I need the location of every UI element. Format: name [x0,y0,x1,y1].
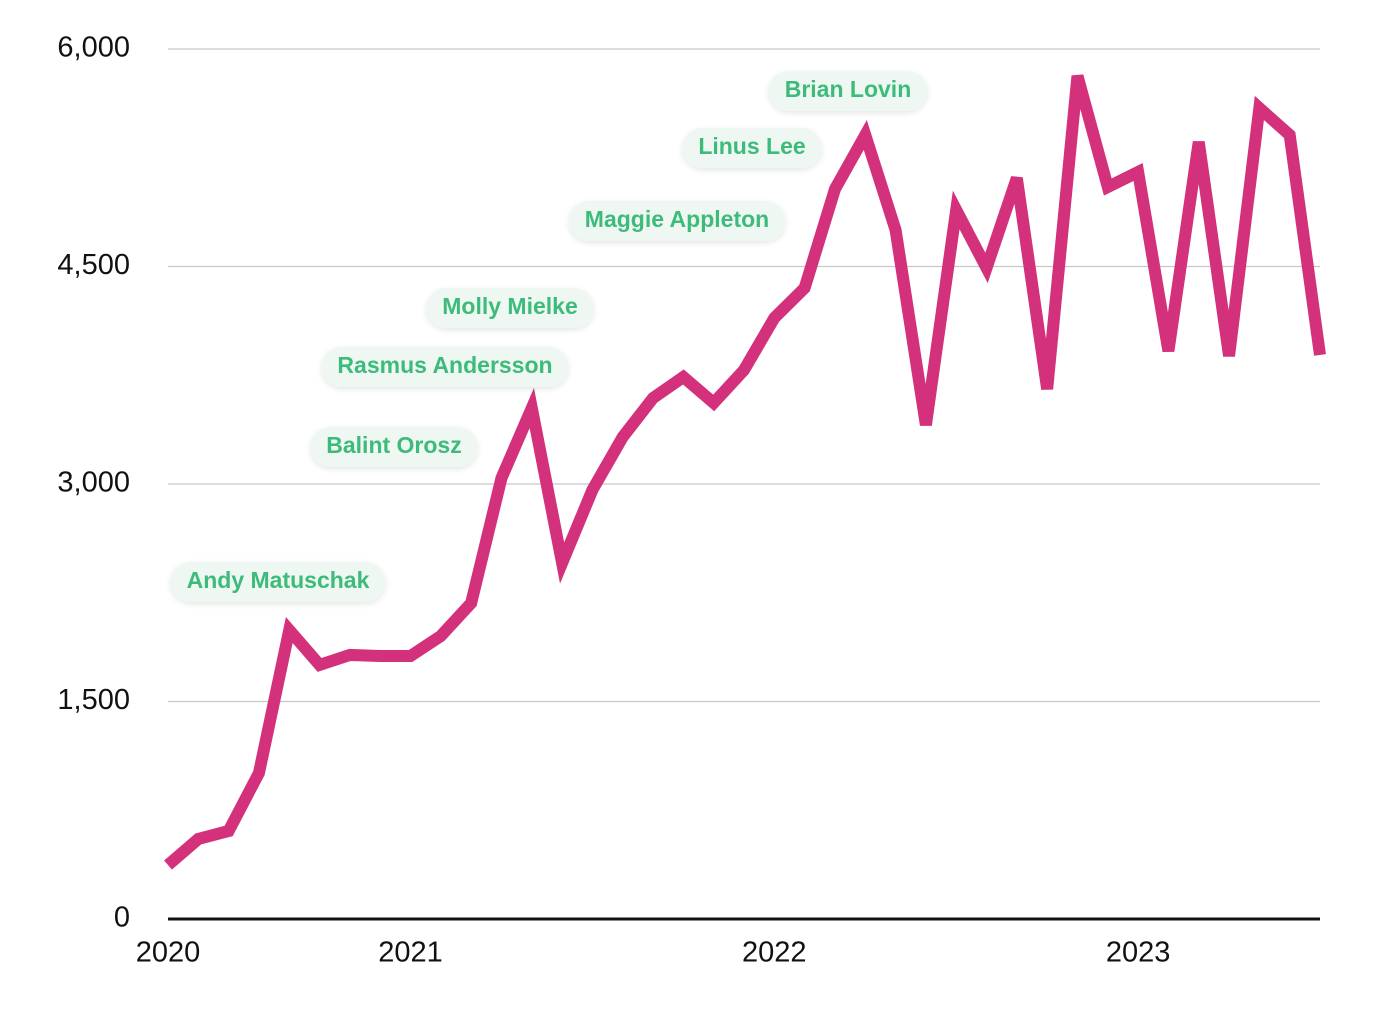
annotation-pill [310,427,478,467]
annotation-pill [321,347,569,387]
annotation-pill [426,288,594,328]
x-tick-label: 2023 [1106,937,1171,969]
annotation: Andy Matuschak [187,567,370,593]
annotation: Molly Mielke [442,293,577,319]
annotation: Rasmus Andersson [337,352,552,378]
x-tick-label: 2021 [378,937,443,969]
y-tick-label: 0 [114,902,130,934]
annotation-pill [568,201,786,241]
x-tick-label: 2020 [136,937,201,969]
annotation: Maggie Appleton [585,206,769,232]
annotation-pill [768,71,928,111]
annotation: Linus Lee [698,133,805,159]
annotation: Brian Lovin [785,76,912,102]
y-tick-label: 3,000 [57,467,130,499]
annotation-pill [170,562,386,602]
annotation-pill [682,128,822,168]
y-tick-label: 4,500 [57,249,130,281]
data-line [164,74,1326,870]
y-tick-label: 6,000 [57,32,130,64]
annotation: Balint Orosz [326,432,461,458]
y-tick-label: 1,500 [57,684,130,716]
x-tick-label: 2022 [742,937,807,969]
